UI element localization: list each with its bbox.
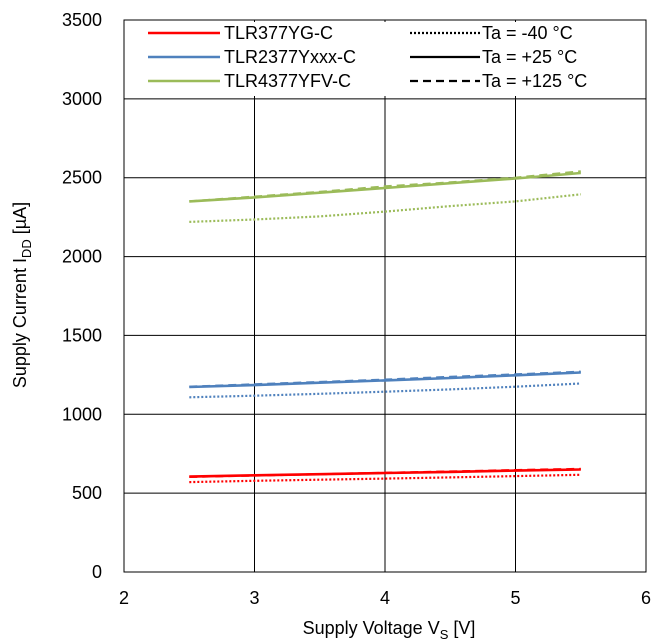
y-tick-label: 2000	[62, 247, 102, 267]
x-tick-label: 6	[641, 588, 651, 608]
y-tick-label: 500	[72, 483, 102, 503]
y-axis-title-sub: DD	[19, 239, 34, 258]
chart-grid	[123, 19, 647, 573]
y-tick-label: 2500	[62, 168, 102, 188]
y-tick-label: 1500	[62, 325, 102, 345]
y-tick-label: 0	[92, 562, 102, 582]
x-axis-title: Supply Voltage VS [V]	[303, 618, 476, 642]
x-axis-title-unit: [V]	[448, 618, 475, 638]
y-axis-title: Supply Current IDD [µA]	[10, 202, 34, 388]
legend-label-device: TLR377YG-C	[224, 23, 333, 43]
series-line-tlr2377yxxx-cdotted	[189, 382, 581, 399]
chart-legend: TLR377YG-C TLR2377Yxxx-C TLR4377YFV-C Ta = …	[138, 22, 630, 96]
y-tick-label: 3500	[62, 10, 102, 30]
x-tick-label: 4	[380, 588, 390, 608]
chart-series	[189, 170, 581, 484]
series-line-tlr2377yxxx-cdashed	[189, 370, 581, 388]
legend-label-temperature: Ta = -40 °C	[482, 23, 573, 43]
x-tick-label: 2	[119, 588, 129, 608]
x-tick-label: 5	[510, 588, 520, 608]
x-axis-title-main: Supply Voltage V	[303, 618, 440, 638]
x-axis-title-sub: S	[440, 627, 449, 642]
x-tick-label: 3	[249, 588, 259, 608]
legend-label-temperature: Ta = +25 °C	[482, 47, 577, 67]
y-axis-title-unit: [µA]	[10, 202, 30, 239]
legend-label-device: TLR4377YFV-C	[224, 71, 351, 91]
y-tick-label: 1000	[62, 404, 102, 424]
series-line-tlr377yg-cdotted	[189, 473, 581, 484]
axis-tick-labels: 0 500 1000 1500 2000 2500 3000 3500 2 3 4 5 6	[62, 10, 651, 608]
series-line-tlr4377yfv-cdotted	[189, 193, 581, 223]
series-line-tlr4377yfv-cdashed	[189, 170, 581, 203]
legend-label-temperature: Ta = +125 °C	[482, 71, 587, 91]
y-tick-label: 3000	[62, 89, 102, 109]
y-axis-title-main: Supply Current I	[10, 258, 30, 388]
series-line-tlr377yg-cdashed	[189, 467, 581, 478]
legend-label-device: TLR2377Yxxx-C	[224, 47, 356, 67]
legend-background	[138, 22, 630, 96]
plot-area-frame	[123, 19, 647, 573]
